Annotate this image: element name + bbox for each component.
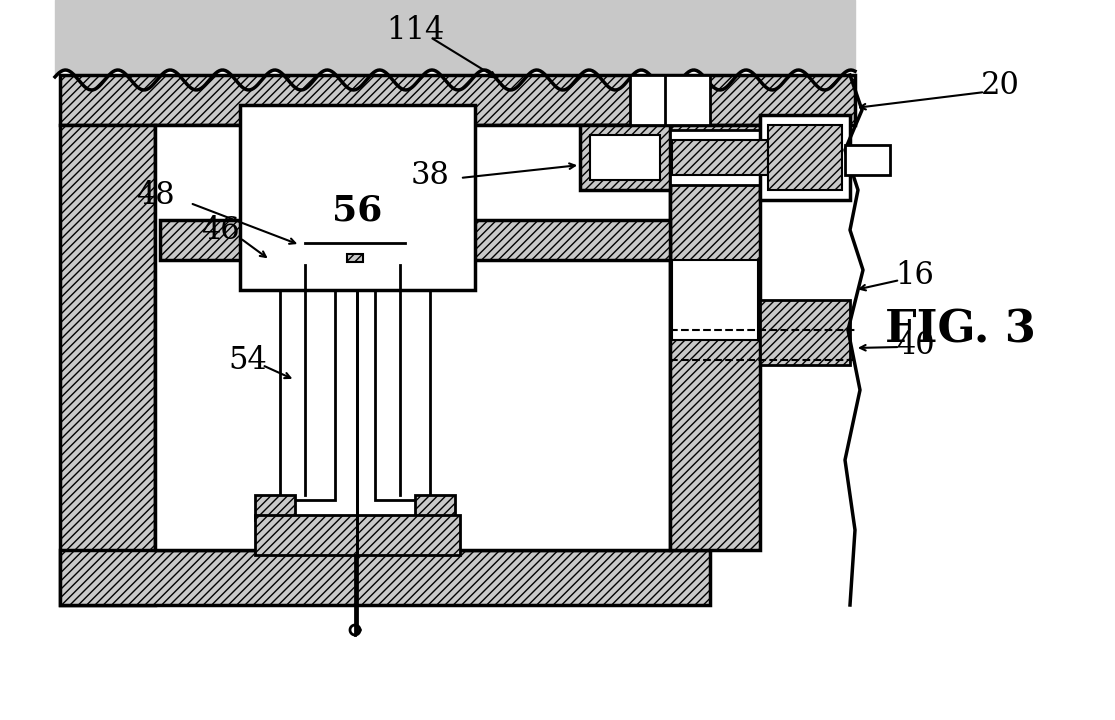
Bar (60, 75, 855, 125)
Bar (630, 75, 670, 125)
Bar (672, 140, 768, 175)
Bar (60, 550, 710, 605)
Bar (580, 125, 670, 190)
Text: 114: 114 (386, 14, 444, 45)
Bar (415, 495, 455, 520)
Bar (250, 200, 430, 220)
Text: 54: 54 (229, 344, 268, 376)
Text: 16: 16 (895, 259, 934, 290)
Text: FIG. 3: FIG. 3 (884, 308, 1036, 351)
Bar (845, 145, 890, 175)
Bar (665, 75, 710, 125)
Bar (670, 125, 760, 550)
Text: 48: 48 (136, 179, 174, 210)
Bar (255, 515, 460, 555)
Text: 56: 56 (332, 193, 382, 227)
Bar (240, 105, 475, 290)
Text: 46: 46 (201, 215, 240, 246)
Bar (768, 125, 842, 190)
Bar (280, 260, 334, 500)
Text: 38: 38 (410, 160, 449, 191)
Bar (375, 260, 430, 500)
Text: 20: 20 (980, 70, 1019, 101)
Text: 40: 40 (895, 330, 934, 361)
Bar (760, 115, 850, 200)
Bar (347, 254, 363, 262)
Bar (155, 125, 670, 550)
Bar (672, 260, 758, 340)
Bar (60, 125, 155, 605)
Bar (159, 220, 670, 260)
Bar (670, 130, 770, 185)
Bar (590, 135, 660, 180)
Bar (760, 300, 850, 365)
Bar (255, 495, 295, 520)
